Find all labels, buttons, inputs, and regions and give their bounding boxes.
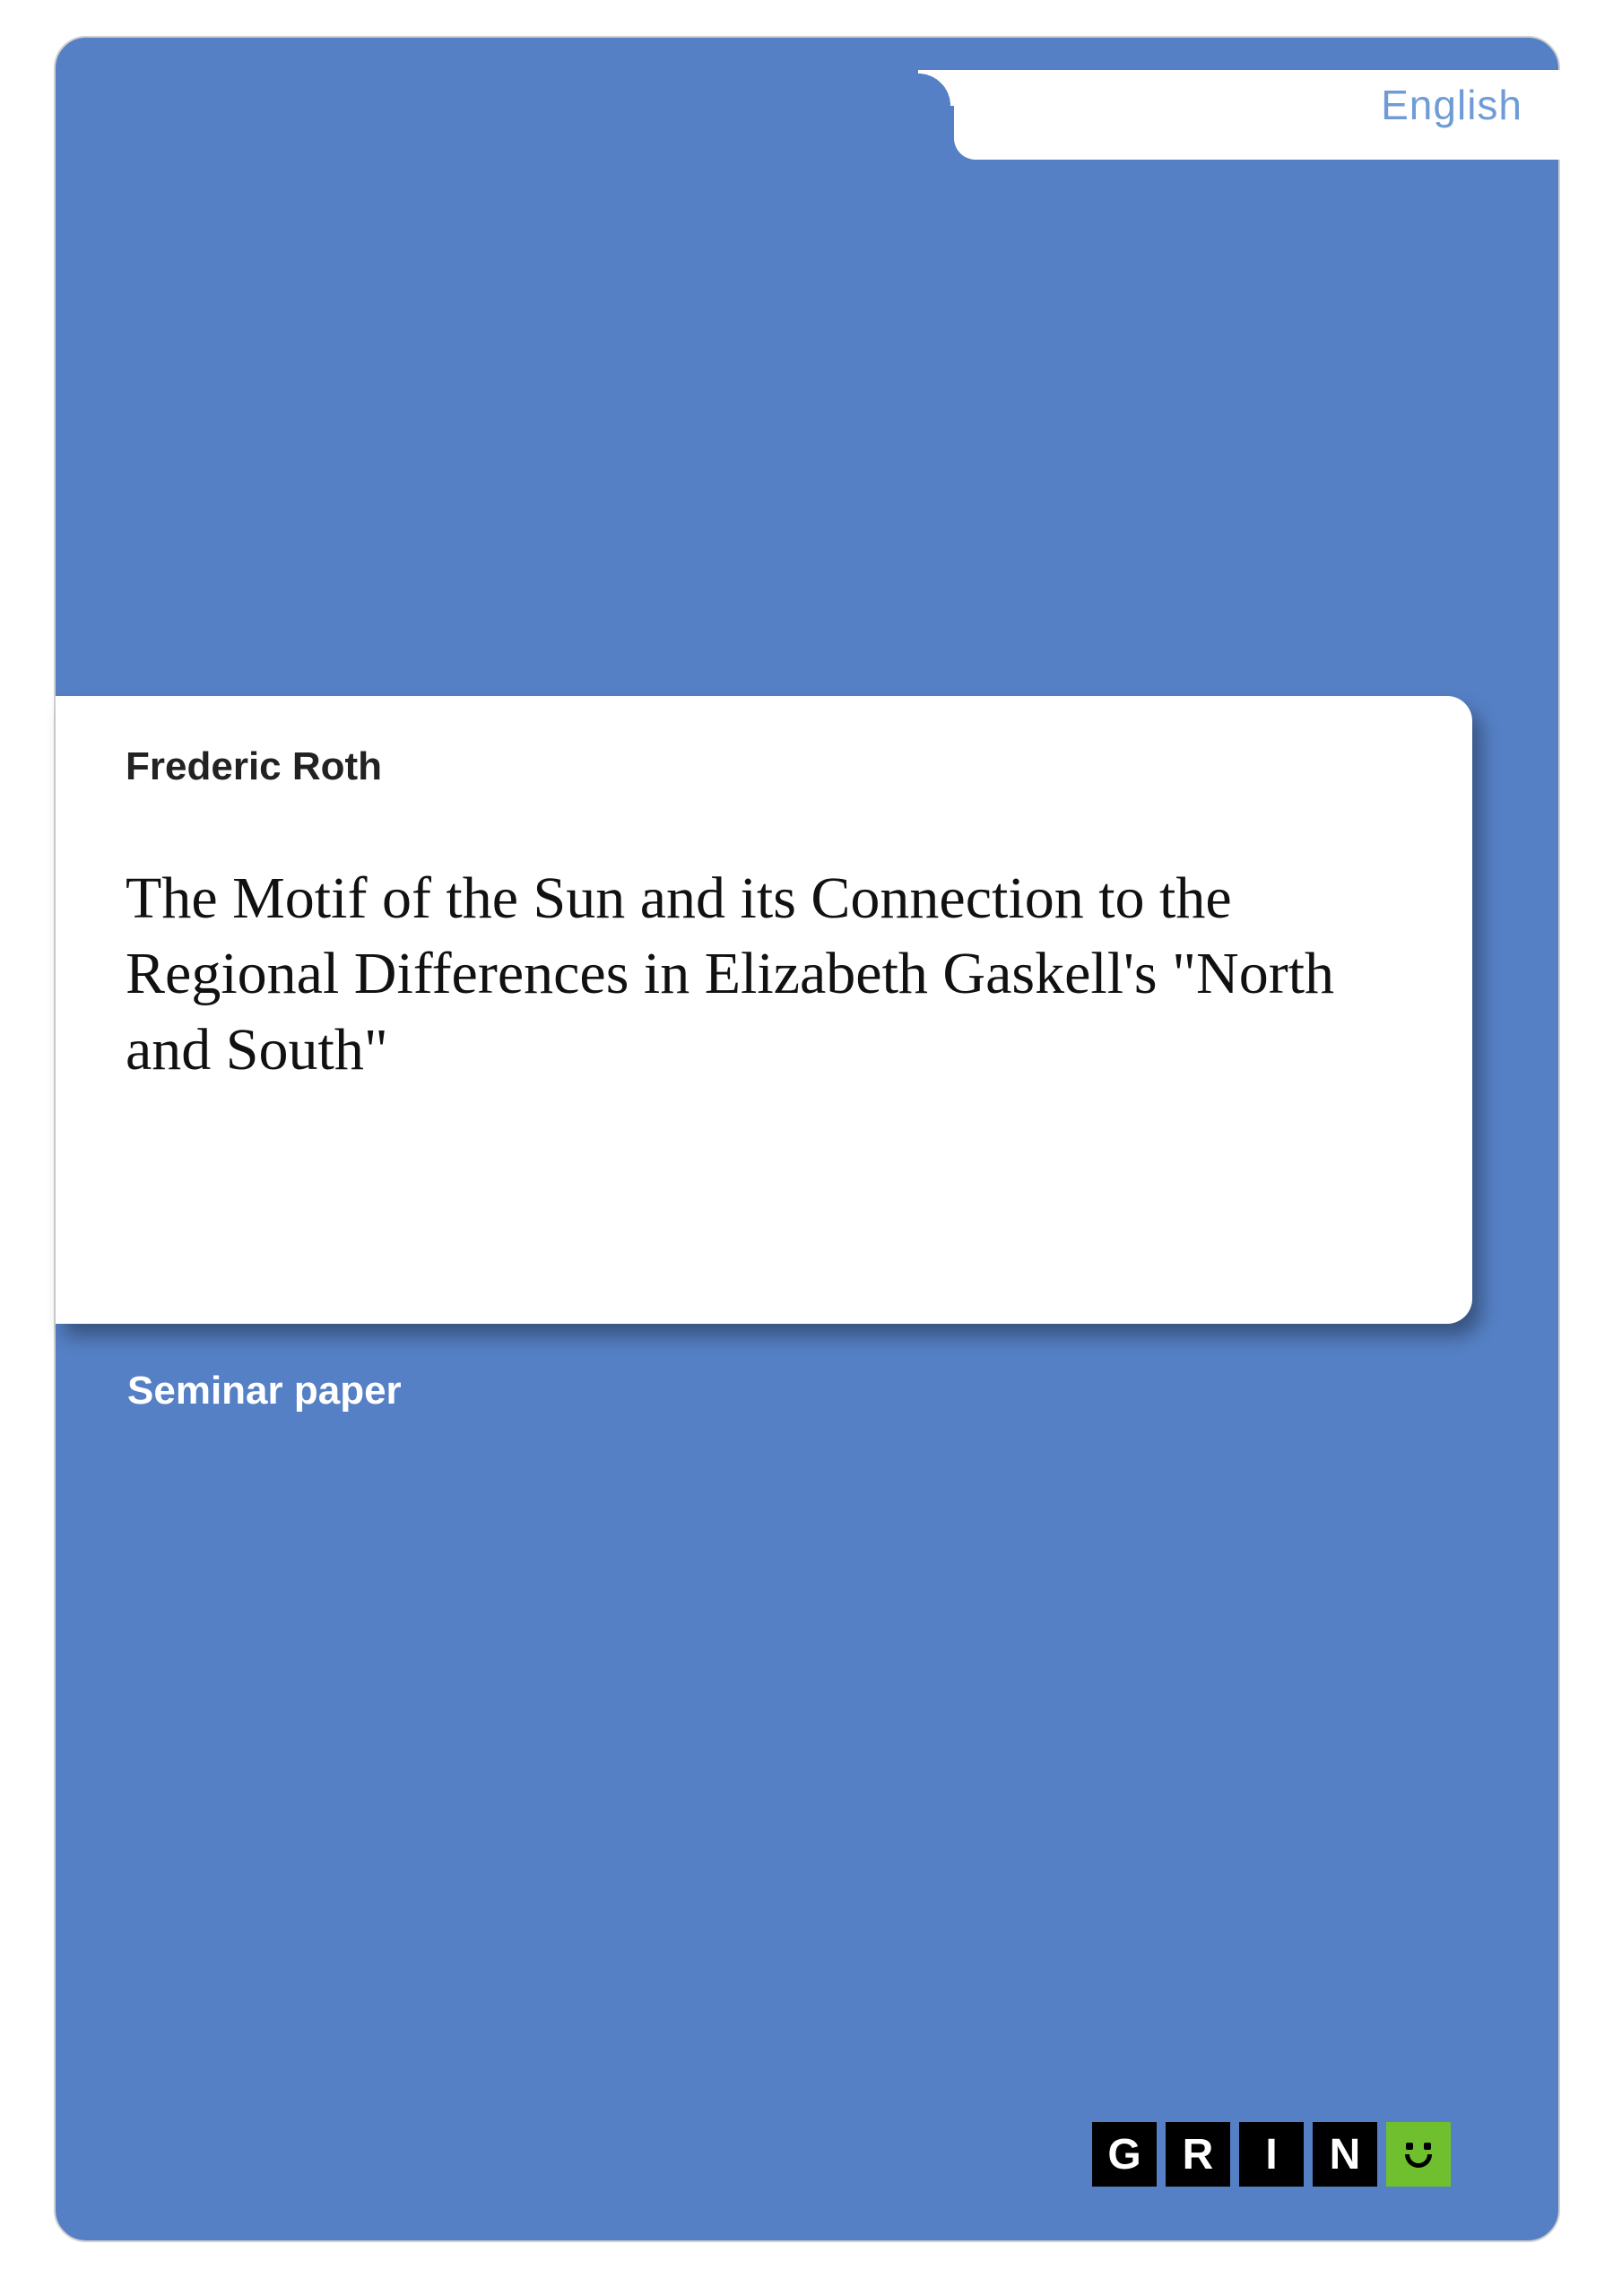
logo-smile-icon xyxy=(1386,2122,1451,2187)
publisher-logo: G R I N xyxy=(1092,2122,1451,2187)
logo-letter-i: I xyxy=(1239,2122,1304,2187)
document-title: The Motif of the Sun and its Connection … xyxy=(126,861,1402,1088)
paper-type-label: Seminar paper xyxy=(127,1369,402,1413)
subject-label: English xyxy=(1381,81,1522,129)
logo-letter-r: R xyxy=(1166,2122,1230,2187)
cover-card: English Frederic Roth The Motif of the S… xyxy=(54,36,1560,2242)
title-panel: Frederic Roth The Motif of the Sun and i… xyxy=(56,696,1472,1324)
author-name: Frederic Roth xyxy=(126,744,1402,789)
logo-letter-n: N xyxy=(1313,2122,1377,2187)
logo-letter-g: G xyxy=(1092,2122,1157,2187)
